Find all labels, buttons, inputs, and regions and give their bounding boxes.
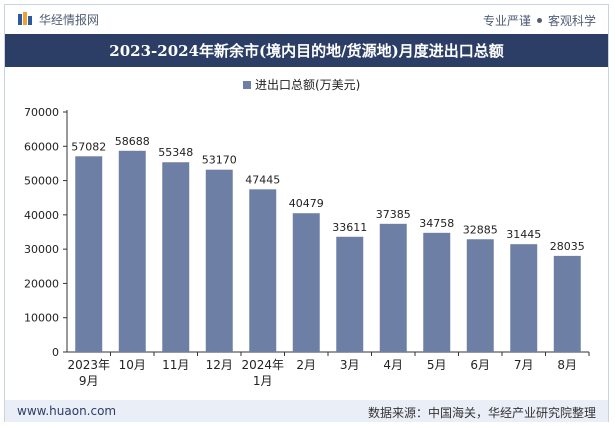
x-tick-label: 5月	[427, 358, 447, 372]
data-label: 31445	[506, 228, 541, 241]
bar	[292, 213, 320, 352]
chart-title: 2023-2024年新余市(境内目的地/货源地)月度进出口总额	[5, 34, 608, 67]
y-tick-label: 60000	[24, 140, 59, 153]
brand-name: 华经情报网	[39, 12, 100, 27]
data-label: 47445	[245, 173, 280, 186]
data-label: 33611	[332, 221, 367, 234]
data-source: 数据来源：中国海关，华经产业研究院整理	[367, 406, 596, 420]
bar	[553, 255, 581, 352]
bars	[75, 150, 581, 352]
separator-dot-icon	[536, 18, 542, 23]
y-tick-label: 70000	[24, 106, 59, 119]
bar	[75, 156, 103, 352]
y-tick-label: 30000	[24, 243, 59, 256]
x-tick-label: 2024年 1月	[241, 358, 284, 388]
x-tick-label: 8月	[557, 358, 577, 372]
data-label: 55348	[158, 146, 193, 159]
data-label: 34758	[419, 217, 454, 230]
footer: www.huaon.com 数据来源：中国海关，华经产业研究院整理	[5, 400, 608, 422]
brand: 华经情报网	[17, 11, 99, 27]
data-label: 28035	[550, 240, 585, 253]
y-tick-label: 0	[52, 346, 59, 359]
x-tick-label: 2023年 9月	[67, 358, 110, 388]
bar	[118, 150, 146, 352]
x-tick-label: 11月	[162, 358, 189, 372]
x-tick-label: 3月	[340, 358, 360, 372]
bar	[379, 223, 407, 352]
x-tick-label: 10月	[119, 358, 146, 372]
tagline-left: 专业严谨	[482, 14, 531, 28]
bar-chart: 进出口总额(万美元) 0 10000 20000 30000 40000 50000 600…	[24, 78, 590, 388]
bar	[249, 189, 277, 352]
y-tick-label: 40000	[24, 209, 59, 222]
tagline: 专业严谨 客观科学	[483, 12, 596, 29]
data-label: 32885	[463, 223, 498, 236]
legend-label: 进出口总额(万美元)	[255, 78, 360, 92]
data-label: 57082	[71, 140, 106, 153]
legend: 进出口总额(万美元)	[243, 78, 360, 92]
data-label: 53170	[202, 154, 237, 167]
top-bar: 华经情报网 专业严谨 客观科学	[5, 5, 608, 33]
bar	[423, 232, 451, 352]
y-tick-label: 10000	[24, 312, 59, 325]
data-label: 58688	[115, 135, 150, 148]
axes: 0 10000 20000 30000 40000 50000 60000 70000 2023…	[24, 106, 590, 388]
data-labels: 57082 58688 55348 53170 47445 40479 33611 37385…	[71, 135, 585, 253]
bar	[466, 239, 494, 352]
data-label: 37385	[376, 208, 411, 221]
bar	[205, 169, 233, 352]
x-tick-label: 2月	[296, 358, 316, 372]
x-tick-label: 4月	[383, 358, 403, 372]
bar	[336, 236, 364, 352]
x-tick-label: 6月	[470, 358, 490, 372]
tagline-right: 客观科学	[547, 14, 596, 28]
x-tick-label: 12月	[206, 358, 233, 372]
y-tick-label: 50000	[24, 175, 59, 188]
website-link[interactable]: www.huaon.com	[17, 404, 117, 418]
chart-card: 华经情报网 专业严谨 客观科学 2023-2024年新余市(境内目的地/货源地)…	[4, 4, 609, 422]
bar	[510, 244, 538, 352]
huajing-logo-icon	[18, 12, 32, 25]
legend-swatch	[243, 81, 251, 89]
data-label: 40479	[289, 197, 324, 210]
x-tick-label: 7月	[514, 358, 534, 372]
y-tick-label: 20000	[24, 277, 59, 290]
bar	[162, 162, 190, 352]
